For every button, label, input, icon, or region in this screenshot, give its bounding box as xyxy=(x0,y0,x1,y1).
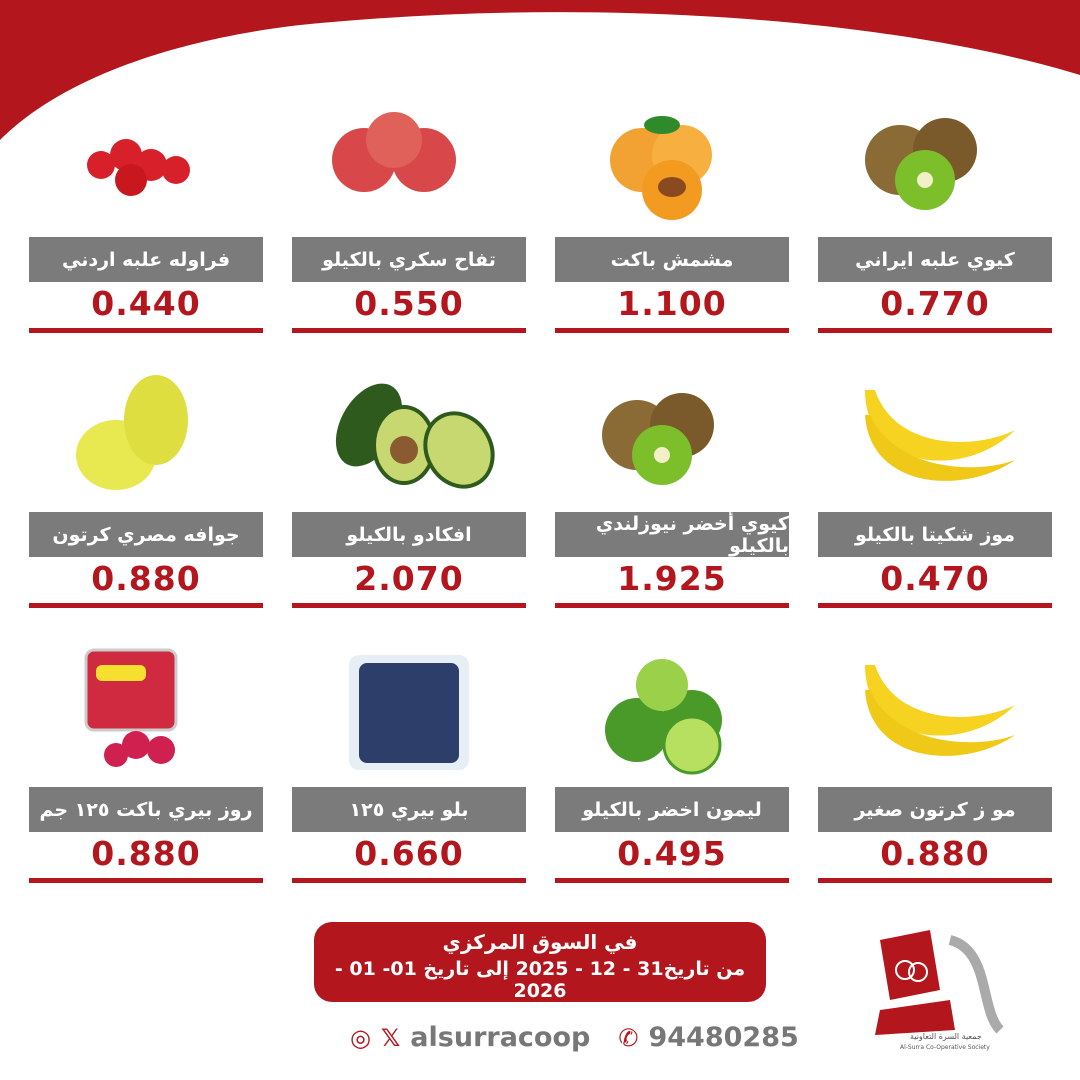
price-underline xyxy=(818,603,1052,608)
product-price: 0.880 xyxy=(91,834,201,873)
product-name: مو ز كرتون صغير xyxy=(818,787,1052,832)
contact-bar: ◎ 𝕏 alsurracoop ✆ 94480285 xyxy=(350,1022,799,1053)
promo-location: في السوق المركزي xyxy=(442,930,638,954)
apple-image xyxy=(292,92,526,227)
price-underline xyxy=(555,603,789,608)
guava-image xyxy=(29,367,263,502)
blueberry-image xyxy=(292,642,526,777)
product-price: 1.100 xyxy=(617,284,727,323)
header-swoosh xyxy=(0,0,1080,140)
product-price: 0.880 xyxy=(880,834,990,873)
product-card: كيوي علبه ايراني 0.770 xyxy=(818,0,1052,333)
price-underline xyxy=(555,328,789,333)
avocado-image xyxy=(292,367,526,502)
product-card: فراوله علبه اردني 0.440 xyxy=(29,0,263,333)
product-price: 0.660 xyxy=(354,834,464,873)
product-card: مو ز كرتون صغير 0.880 xyxy=(818,550,1052,883)
product-card: افكادو بالكيلو 2.070 xyxy=(292,275,526,608)
banana-image xyxy=(818,642,1052,777)
product-name: كيوي علبه ايراني xyxy=(818,237,1052,282)
price-underline xyxy=(818,328,1052,333)
instagram-icon[interactable]: ◎ xyxy=(350,1023,371,1052)
raspberry-image xyxy=(29,642,263,777)
product-price: 0.470 xyxy=(880,559,990,598)
product-name: فراوله علبه اردني xyxy=(29,237,263,282)
product-name: مشمش باكت xyxy=(555,237,789,282)
phone-number[interactable]: 94480285 xyxy=(648,1022,799,1053)
product-price: 2.070 xyxy=(354,559,464,598)
social-handle[interactable]: alsurracoop xyxy=(410,1022,591,1053)
strawberry-image xyxy=(29,92,263,227)
product-name: كيوي أخضر نيوزلندي بالكيلو xyxy=(555,512,789,557)
x-icon[interactable]: 𝕏 xyxy=(380,1023,401,1052)
promo-dates: من تاريخ31 - 12 - 2025 إلى تاريخ 01- 01 … xyxy=(334,958,746,1002)
product-price: 0.770 xyxy=(880,284,990,323)
price-underline xyxy=(292,603,526,608)
product-grid: كيوي علبه ايراني 0.770 مشمش باكت 1.100 ت… xyxy=(28,0,1052,883)
product-card: تفاح سكري بالكيلو 0.550 xyxy=(292,0,526,333)
product-name: تفاح سكري بالكيلو xyxy=(292,237,526,282)
price-underline xyxy=(29,603,263,608)
product-name: ليمون اخضر بالكيلو xyxy=(555,787,789,832)
product-card: كيوي أخضر نيوزلندي بالكيلو 1.925 xyxy=(555,275,789,608)
price-underline xyxy=(29,328,263,333)
product-card: مشمش باكت 1.100 xyxy=(555,0,789,333)
logo-text-ar: جمعية السرة التعاونية xyxy=(910,1032,982,1041)
kiwi-image xyxy=(555,367,789,502)
logo: جمعية السرة التعاونية Al-Surra Co-Operat… xyxy=(860,920,1020,1060)
product-card: روز بيري باكت ١٢٥ جم 0.880 xyxy=(29,550,263,883)
product-card: ليمون اخضر بالكيلو 0.495 xyxy=(555,550,789,883)
apricot-image xyxy=(555,92,789,227)
whatsapp-icon[interactable]: ✆ xyxy=(618,1023,639,1052)
product-price: 0.440 xyxy=(91,284,201,323)
product-price: 1.925 xyxy=(617,559,727,598)
price-underline xyxy=(818,878,1052,883)
kiwi-image xyxy=(818,92,1052,227)
product-card: جوافه مصري كرتون 0.880 xyxy=(29,275,263,608)
product-card: بلو بيري ١٢٥ 0.660 xyxy=(292,550,526,883)
product-name: بلو بيري ١٢٥ xyxy=(292,787,526,832)
product-card: موز شكيتا بالكيلو 0.470 xyxy=(818,275,1052,608)
product-name: افكادو بالكيلو xyxy=(292,512,526,557)
product-price: 0.880 xyxy=(91,559,201,598)
lime-image xyxy=(555,642,789,777)
price-underline xyxy=(555,878,789,883)
price-underline xyxy=(292,328,526,333)
banana-image xyxy=(818,367,1052,502)
product-name: موز شكيتا بالكيلو xyxy=(818,512,1052,557)
product-name: روز بيري باكت ١٢٥ جم xyxy=(29,787,263,832)
price-underline xyxy=(29,878,263,883)
price-underline xyxy=(292,878,526,883)
product-price: 0.550 xyxy=(354,284,464,323)
logo-text-en: Al-Surra Co-Operative Society xyxy=(900,1044,990,1051)
promo-banner: في السوق المركزي من تاريخ31 - 12 - 2025 … xyxy=(314,922,766,1002)
product-price: 0.495 xyxy=(617,834,727,873)
product-name: جوافه مصري كرتون xyxy=(29,512,263,557)
